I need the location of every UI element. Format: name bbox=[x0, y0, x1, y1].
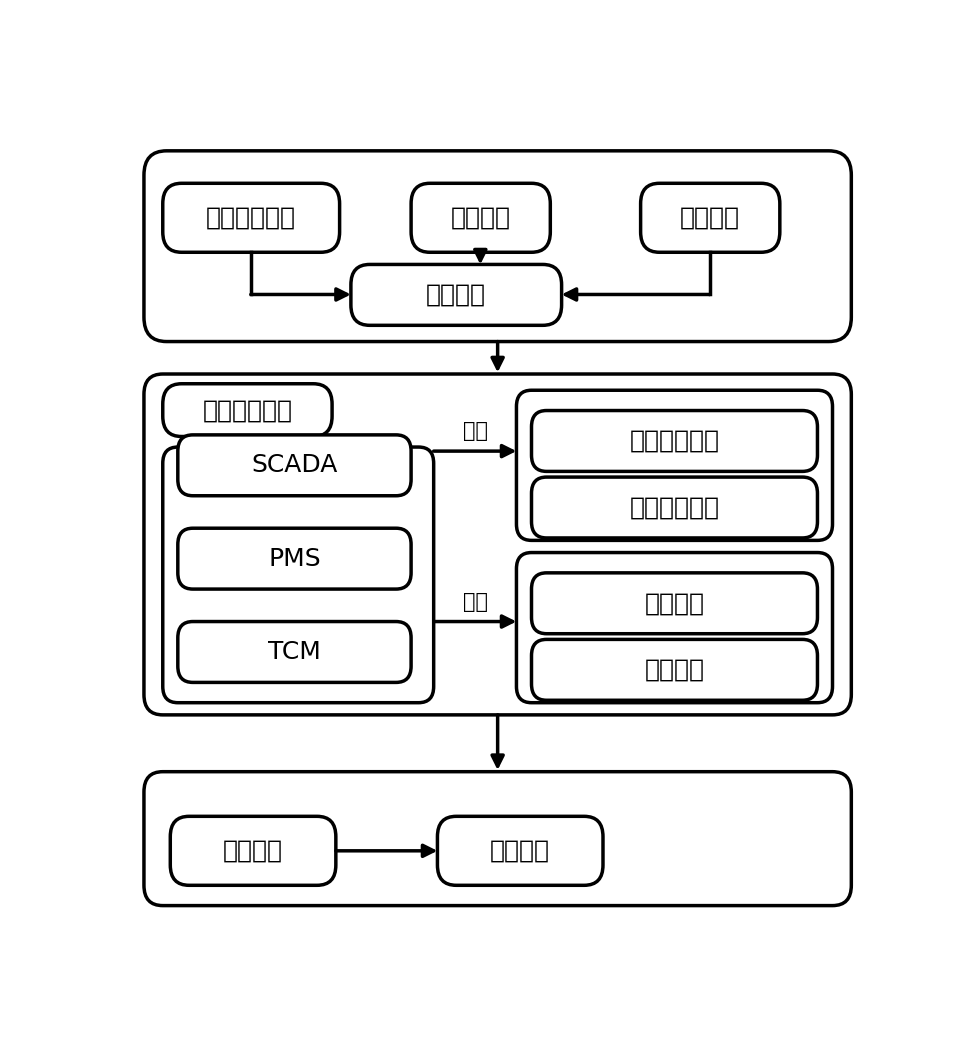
FancyBboxPatch shape bbox=[178, 622, 411, 682]
FancyBboxPatch shape bbox=[144, 374, 852, 715]
Text: SCADA: SCADA bbox=[251, 453, 338, 477]
FancyBboxPatch shape bbox=[531, 573, 818, 633]
FancyBboxPatch shape bbox=[531, 477, 818, 538]
FancyBboxPatch shape bbox=[351, 265, 561, 326]
FancyBboxPatch shape bbox=[641, 183, 780, 252]
Text: 制定: 制定 bbox=[462, 422, 487, 442]
Text: 数据关联: 数据关联 bbox=[223, 839, 284, 863]
Text: 属性分类: 属性分类 bbox=[645, 658, 705, 682]
Text: PMS: PMS bbox=[268, 547, 320, 570]
FancyBboxPatch shape bbox=[411, 183, 551, 252]
Text: 数据预集规则: 数据预集规则 bbox=[202, 398, 292, 423]
FancyBboxPatch shape bbox=[517, 552, 832, 703]
FancyBboxPatch shape bbox=[531, 640, 818, 700]
Text: 数据清洗: 数据清洗 bbox=[451, 206, 511, 230]
Text: 数据提取方案: 数据提取方案 bbox=[629, 495, 720, 520]
FancyBboxPatch shape bbox=[163, 183, 340, 252]
FancyBboxPatch shape bbox=[531, 411, 818, 471]
Text: TCM: TCM bbox=[268, 640, 320, 664]
FancyBboxPatch shape bbox=[178, 435, 411, 495]
FancyBboxPatch shape bbox=[437, 816, 603, 885]
FancyBboxPatch shape bbox=[163, 447, 434, 703]
Text: 数据存储: 数据存储 bbox=[490, 839, 551, 863]
FancyBboxPatch shape bbox=[144, 151, 852, 341]
Text: 建立: 建立 bbox=[462, 591, 487, 611]
FancyBboxPatch shape bbox=[517, 390, 832, 541]
FancyBboxPatch shape bbox=[144, 772, 852, 905]
Text: 数据通信规约: 数据通信规约 bbox=[629, 429, 720, 453]
Text: 数据抽取: 数据抽取 bbox=[681, 206, 740, 230]
Text: 属性索引: 属性索引 bbox=[645, 591, 705, 616]
FancyBboxPatch shape bbox=[170, 816, 336, 885]
FancyBboxPatch shape bbox=[163, 384, 332, 436]
Text: 数据特性分析: 数据特性分析 bbox=[206, 206, 296, 230]
FancyBboxPatch shape bbox=[178, 528, 411, 589]
Text: 数据重组: 数据重组 bbox=[426, 282, 486, 307]
